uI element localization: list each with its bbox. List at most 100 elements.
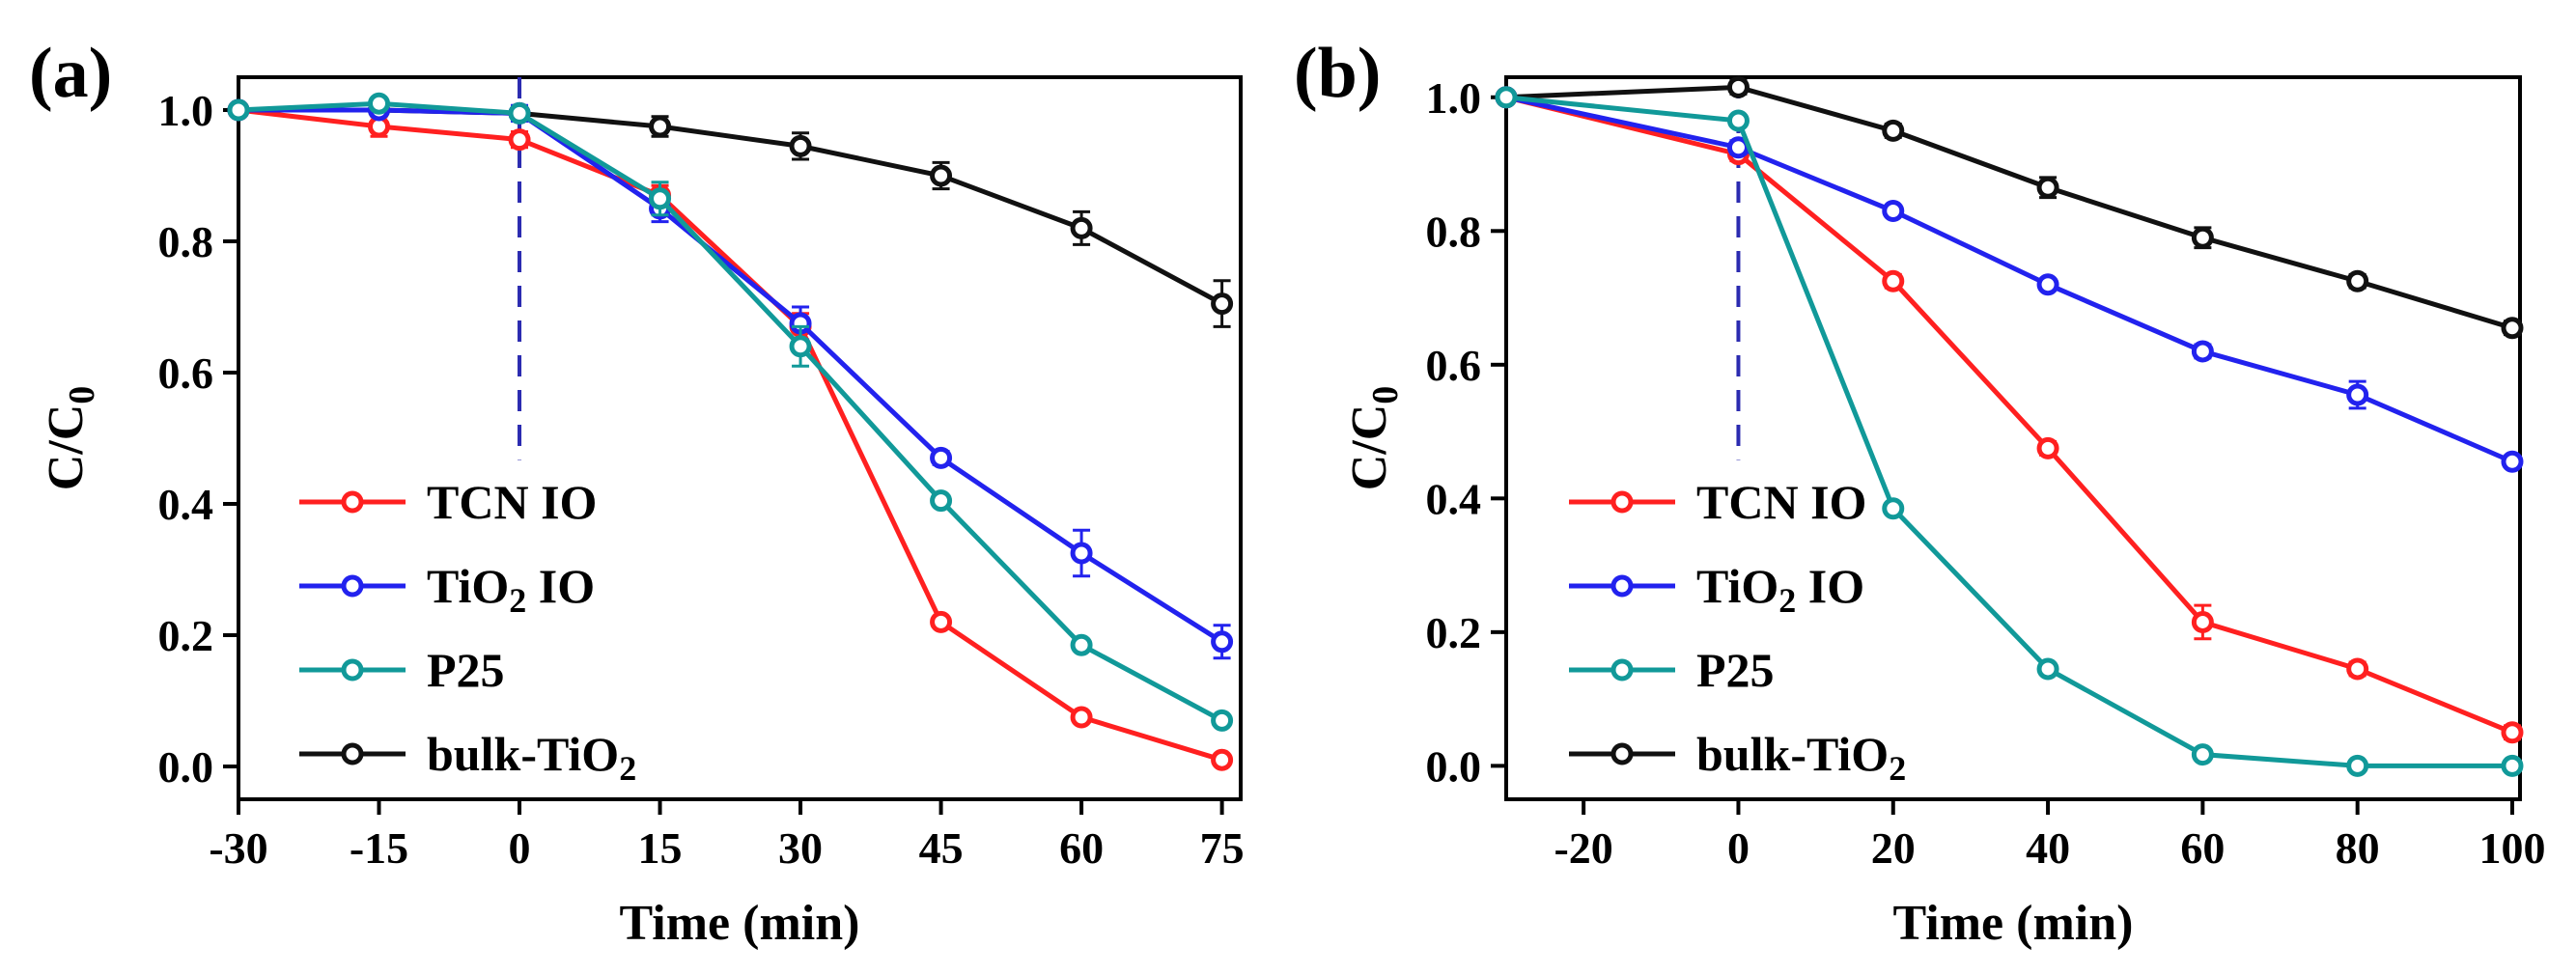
y-tick-label: 0.6	[1426, 341, 1482, 390]
x-tick-label: 20	[1871, 823, 1916, 873]
legend-label-main: TCN IO	[1696, 475, 1866, 529]
x-tick-label: 60	[1059, 823, 1104, 873]
y-axis-title: C/C0	[39, 386, 102, 491]
x-tick-label: 0	[1727, 823, 1750, 873]
legend-item: P25	[299, 643, 505, 697]
series-tcn-io	[1495, 86, 2524, 744]
data-point	[1726, 109, 1750, 132]
series-tio2-io	[227, 98, 1234, 660]
data-point	[2346, 754, 2369, 777]
y-tick-label: 0.2	[158, 611, 214, 660]
legend-item: TCN IO	[299, 475, 597, 529]
panel-label: (a)	[29, 34, 112, 113]
series-line	[238, 100, 1223, 723]
data-point	[1882, 269, 1905, 292]
series-line	[238, 107, 1223, 644]
legend-label: TiO2 IO	[1696, 559, 1864, 620]
legend-label-main: P25	[1696, 643, 1775, 697]
legend-item: TCN IO	[1569, 475, 1866, 529]
legend-label-sub: 2	[509, 581, 526, 620]
legend: TCN IO TiO2 IO P25 bulk-TiO2	[1569, 475, 1906, 788]
data-point	[1211, 292, 1234, 316]
data-point	[789, 335, 812, 358]
legend-label: TiO2 IO	[427, 559, 595, 620]
legend-item: P25	[1569, 643, 1775, 697]
y-tick-label: 0.4	[158, 480, 214, 529]
y-axis-title-sub: 0	[1365, 386, 1406, 404]
legend-item: TiO2 IO	[299, 559, 595, 620]
y-axis-title-main: C/C	[1342, 404, 1397, 491]
data-point	[1070, 216, 1093, 239]
series-line	[1505, 95, 2513, 736]
series-line	[238, 107, 1223, 763]
legend-label: TCN IO	[427, 475, 597, 529]
panel-label: (b)	[1294, 34, 1381, 113]
series-p25	[1495, 86, 2524, 777]
y-tick-label: 1.0	[1426, 73, 1482, 123]
data-point	[1070, 542, 1093, 565]
data-point	[1726, 75, 1750, 98]
data-point	[2501, 450, 2524, 473]
legend-label-main: P25	[427, 643, 505, 697]
x-tick-label: 75	[1200, 823, 1245, 873]
data-point	[930, 446, 953, 469]
y-tick-label: 0.0	[158, 742, 214, 792]
x-axis-title: Time (min)	[1893, 896, 2134, 951]
data-point	[2501, 721, 2524, 744]
series-line	[1505, 84, 2513, 331]
data-point	[2191, 610, 2214, 633]
legend-label-main: TiO	[427, 559, 509, 613]
data-point	[2036, 273, 2059, 296]
y-tick-label: 0.6	[158, 348, 214, 398]
series-p25	[227, 92, 1234, 732]
plot-frame	[237, 75, 1243, 801]
data-point	[930, 164, 953, 187]
legend-swatch-marker	[341, 574, 364, 598]
data-point	[789, 134, 812, 157]
legend-swatch-marker	[341, 658, 364, 682]
legend-item: bulk-TiO2	[1569, 727, 1906, 788]
series-bulk-tio2	[1495, 75, 2524, 340]
data-point	[1882, 497, 1905, 520]
data-point	[930, 489, 953, 513]
legend-label-sub: 2	[619, 749, 636, 788]
x-tick-label: 15	[638, 823, 683, 873]
legend-swatch-marker	[341, 490, 364, 514]
data-point	[1882, 119, 1905, 142]
y-axis-title-main: C/C	[39, 404, 94, 491]
data-point	[368, 92, 391, 115]
y-tick-label: 0.2	[1426, 608, 1482, 657]
legend-swatch-marker	[341, 742, 364, 765]
x-tick-label: -20	[1554, 823, 1612, 873]
x-tick-label: 30	[778, 823, 823, 873]
legend-label-main: bulk-TiO	[1696, 727, 1889, 781]
legend-label-main: TCN IO	[427, 475, 597, 529]
x-tick-label: -30	[209, 823, 267, 873]
legend-swatch-marker	[1610, 658, 1634, 682]
legend-label-main: bulk-TiO	[427, 727, 619, 781]
x-tick-label: 60	[2180, 823, 2225, 873]
data-point	[1211, 709, 1234, 732]
data-point	[1882, 200, 1905, 223]
data-point	[2036, 176, 2059, 199]
legend-label: bulk-TiO2	[1696, 727, 1906, 788]
data-point	[227, 98, 250, 122]
data-point	[1070, 633, 1093, 656]
x-axis-title: Time (min)	[620, 896, 860, 951]
data-point	[508, 128, 531, 152]
x-tick-label: 100	[2478, 823, 2545, 873]
x-tick-label: 40	[2026, 823, 2070, 873]
legend-label-main: TiO	[1696, 559, 1778, 613]
y-tick-label: 0.4	[1426, 474, 1482, 523]
data-point	[508, 101, 531, 125]
legend-label-suffix: IO	[526, 559, 595, 613]
y-tick-label: 1.0	[158, 86, 214, 135]
data-point	[2191, 743, 2214, 766]
plot-frame	[1504, 75, 2522, 801]
chart-panel-a: (a) -30 -15 0 15 30 45 60 75 0.0 0.2 0.4 0.6 0.8 1.0 Ti…	[29, 34, 1245, 951]
legend-label: P25	[1696, 643, 1775, 697]
y-tick-label: 0.8	[1426, 207, 1482, 256]
legend-swatch-marker	[1610, 742, 1634, 765]
